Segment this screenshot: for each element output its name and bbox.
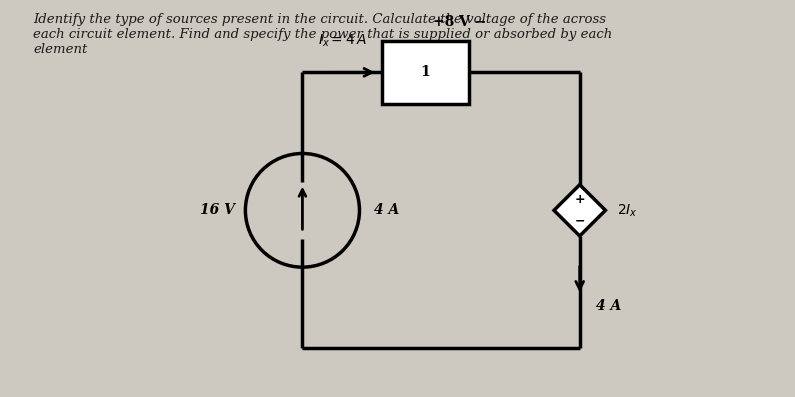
Text: 16 V: 16 V — [200, 203, 235, 217]
Text: +: + — [575, 193, 585, 206]
Text: $2I_x$: $2I_x$ — [617, 202, 638, 218]
Text: +8 V −: +8 V − — [433, 15, 487, 29]
Text: $I_x = 4\,A$: $I_x = 4\,A$ — [318, 32, 367, 49]
Polygon shape — [554, 185, 606, 236]
Text: 4 A: 4 A — [374, 203, 399, 217]
Text: 4 A: 4 A — [595, 299, 621, 313]
Text: 1: 1 — [421, 66, 430, 79]
Text: −: − — [575, 215, 585, 227]
Text: Identify the type of sources present in the circuit. Calculate the voltage of th: Identify the type of sources present in … — [33, 13, 612, 56]
Bar — [382, 41, 469, 104]
